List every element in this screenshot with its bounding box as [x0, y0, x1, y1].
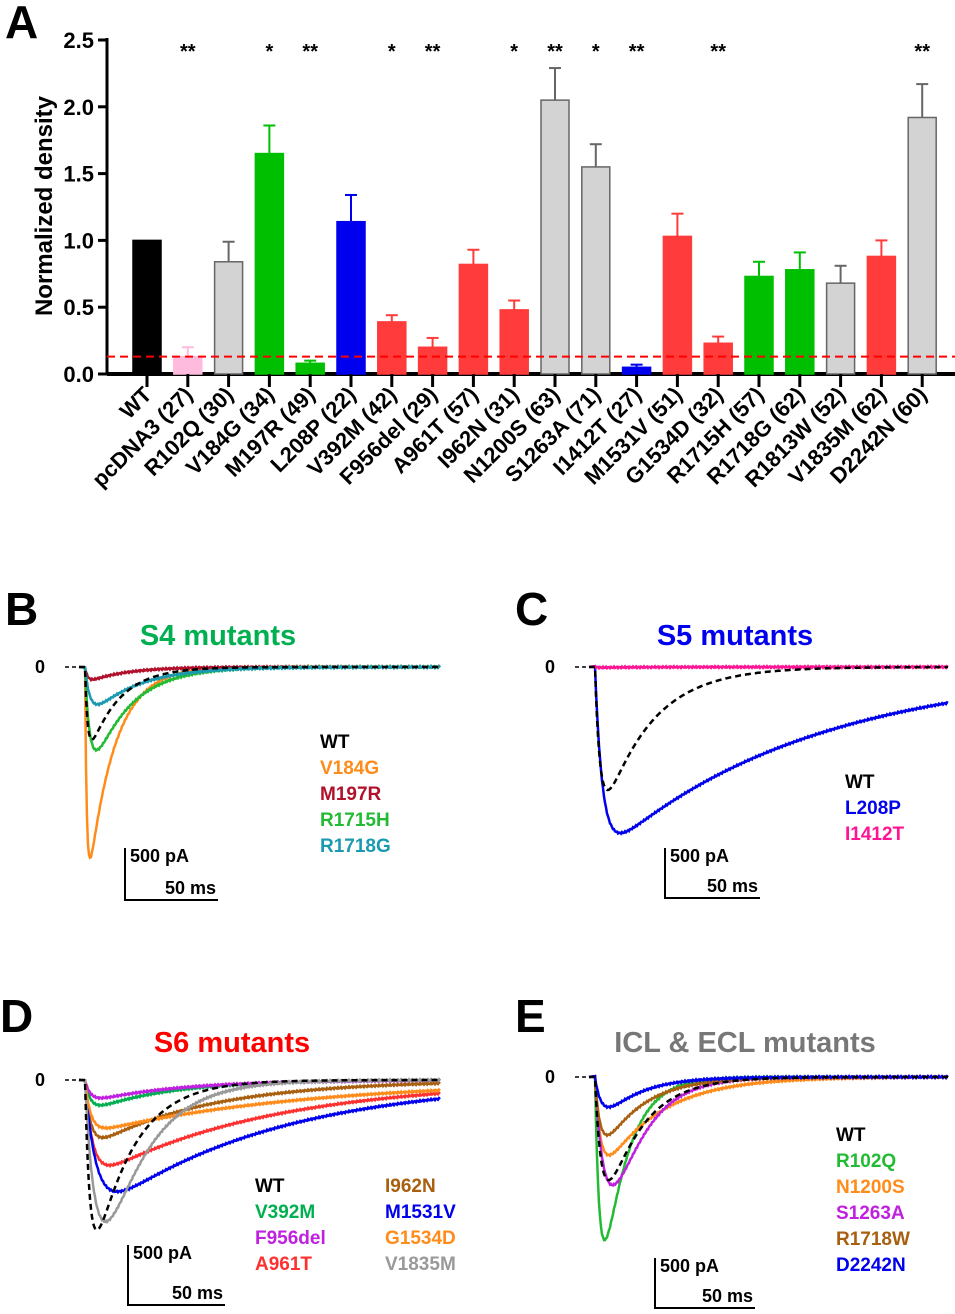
panel-title-C: S5 mutants — [657, 620, 813, 652]
legend-WT: WT — [845, 772, 875, 793]
legend-F956del: F956del — [255, 1228, 326, 1249]
panel-title-E: ICL & ECL mutants — [614, 1027, 876, 1059]
y-tick-label: 1.5 — [63, 162, 94, 187]
trace-A961T — [78, 1078, 441, 1169]
panel-letter-C: C — [515, 583, 548, 635]
panel-letter-D: D — [0, 990, 33, 1042]
bar-L208P — [336, 220, 366, 375]
bar-pcDNA3 — [173, 355, 203, 375]
scale-label-x: 50 ms — [702, 1286, 753, 1306]
bar-WT — [132, 239, 162, 375]
significance-marker: ** — [914, 41, 930, 63]
scale-label-y: 500 pA — [660, 1256, 719, 1276]
trace-I962N — [78, 1078, 441, 1141]
legend-R1718G: R1718G — [320, 836, 391, 857]
legend-I1412T: I1412T — [845, 824, 905, 845]
legend-WT: WT — [836, 1125, 866, 1146]
trace-I1412T — [588, 664, 949, 671]
scale-bar — [654, 1258, 755, 1309]
trace-WT — [589, 665, 948, 792]
legend-R1718W: R1718W — [836, 1229, 910, 1250]
y-tick-label: 2.5 — [63, 28, 94, 53]
bar-R1715H — [744, 275, 774, 375]
trace-D2242N — [588, 1074, 949, 1110]
scale-label-x: 50 ms — [172, 1283, 223, 1303]
bar-F956del — [417, 346, 448, 375]
legend-V184G: V184G — [320, 758, 379, 779]
y-axis-label: Normalized density — [31, 95, 58, 316]
significance-marker: ** — [425, 41, 441, 63]
significance-marker: * — [388, 41, 396, 63]
legend-M1531V: M1531V — [385, 1202, 456, 1223]
panel-title-B: S4 mutants — [140, 620, 296, 652]
legend-D2242N: D2242N — [836, 1255, 906, 1276]
legend-N1200S: N1200S — [836, 1177, 905, 1198]
panel-letter-B: B — [5, 583, 38, 635]
scale-bar — [664, 848, 760, 899]
significance-marker: ** — [710, 41, 726, 63]
bar-R1813W — [825, 282, 856, 375]
legend-R1715H: R1715H — [320, 810, 390, 831]
zero-label: 0 — [35, 657, 45, 677]
legend-WT: WT — [255, 1176, 285, 1197]
scale-label-y: 500 pA — [130, 846, 189, 866]
scale-bar — [124, 848, 218, 901]
trace-R1718G — [78, 664, 441, 708]
significance-marker: * — [266, 41, 274, 63]
zero-label: 0 — [545, 1067, 555, 1087]
y-tick-label: 2.0 — [63, 95, 94, 120]
trace-WT — [589, 1075, 948, 1182]
significance-marker: * — [592, 41, 600, 63]
bar-I1412T — [621, 366, 652, 375]
trace-V1835M — [78, 1077, 441, 1225]
legend-V392M: V392M — [255, 1202, 315, 1223]
scale-label-x: 50 ms — [707, 876, 758, 896]
bar-R1718G — [785, 269, 815, 375]
scale-label-y: 500 pA — [670, 846, 729, 866]
panel-title-D: S6 mutants — [154, 1027, 310, 1059]
legend-G1534D: G1534D — [385, 1228, 456, 1249]
bar-I962N — [499, 309, 529, 375]
significance-marker: * — [510, 41, 518, 63]
bar-S1263A — [581, 166, 611, 375]
legend-R102Q: R102Q — [836, 1151, 896, 1172]
significance-marker: ** — [629, 41, 645, 63]
bar-M1531V — [662, 235, 693, 375]
legend-A961T: A961T — [255, 1254, 312, 1275]
bar-M197R — [295, 362, 325, 375]
bar-D2242N — [907, 116, 937, 375]
panel-letter-A: A — [5, 0, 38, 48]
zero-label: 0 — [35, 1070, 45, 1090]
bar-G1534D — [703, 342, 733, 375]
y-tick-label: 0.5 — [63, 295, 94, 320]
trace-G1534D — [78, 1078, 441, 1131]
bar-N1200S — [540, 99, 570, 375]
significance-marker: ** — [302, 41, 318, 63]
legend-S1263A: S1263A — [836, 1203, 905, 1224]
bar-V184G — [254, 152, 285, 375]
legend-WT: WT — [320, 732, 350, 753]
significance-marker: ** — [547, 41, 563, 63]
significance-marker: ** — [180, 41, 196, 63]
trace-L208P — [588, 664, 949, 836]
scale-label-x: 50 ms — [165, 878, 216, 898]
trace-WT — [79, 1078, 440, 1232]
y-tick-label: 0.0 — [63, 362, 94, 387]
legend-V1835M: V1835M — [385, 1254, 456, 1275]
y-tick-label: 1.0 — [63, 228, 94, 253]
scale-label-y: 500 pA — [133, 1243, 192, 1263]
legend-M197R: M197R — [320, 784, 382, 805]
trace-M1531V — [78, 1078, 441, 1195]
scale-bar — [127, 1245, 225, 1306]
bar-V392M — [377, 321, 407, 375]
legend-I962N: I962N — [385, 1176, 436, 1197]
legend-L208P: L208P — [845, 798, 901, 819]
bar-V1835M — [866, 255, 897, 375]
panel-letter-E: E — [515, 990, 546, 1042]
zero-label: 0 — [545, 657, 555, 677]
